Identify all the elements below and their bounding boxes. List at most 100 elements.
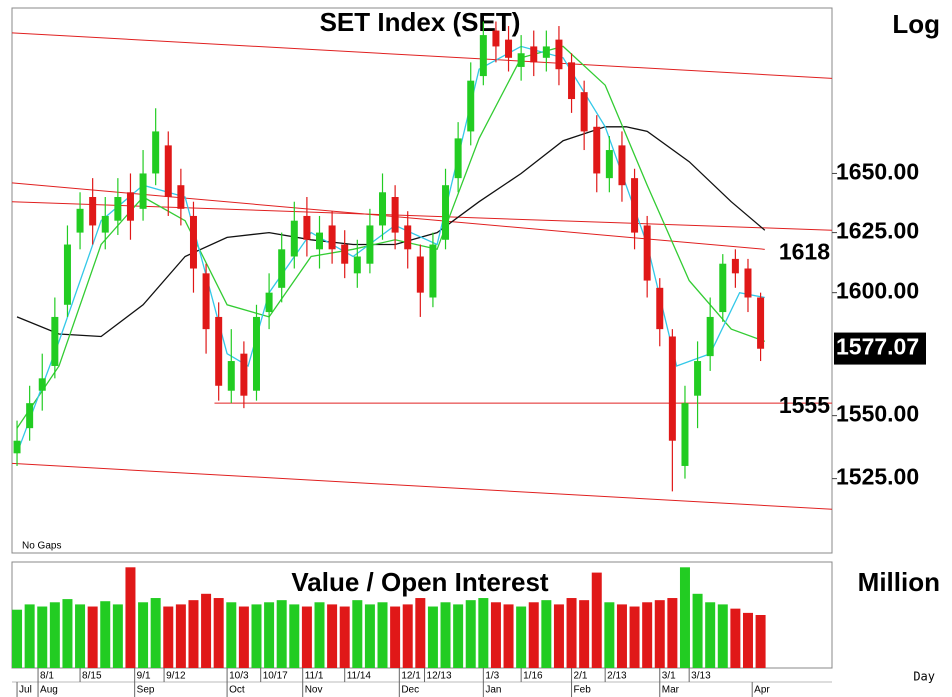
x-tick-label: 11/1 (305, 671, 324, 682)
month-label: Oct (229, 685, 245, 696)
y-tick-label: 1550.00 (836, 401, 919, 427)
volume-bar (112, 604, 123, 668)
volume-bar (276, 600, 287, 668)
y-tick-label: 1600.00 (836, 278, 919, 304)
candle-body (265, 292, 273, 313)
candle-body (668, 336, 676, 441)
candle-body (643, 225, 651, 281)
month-label: Apr (754, 685, 770, 696)
x-tick-label: 12/1 (401, 671, 421, 682)
x-tick-label: 2/13 (607, 671, 627, 682)
candle-body (353, 256, 361, 274)
x-tick-label: 10/17 (263, 671, 288, 682)
volume-bar (616, 604, 627, 668)
candle-body (568, 62, 576, 100)
candle-body (605, 150, 613, 179)
candle-body (719, 263, 727, 313)
candle-body (341, 244, 349, 264)
trend-line (11, 182, 765, 250)
volume-bar (717, 604, 728, 668)
volume-bar (289, 604, 300, 668)
volume-bar (175, 604, 186, 668)
volume-bar (516, 606, 527, 668)
candle-body (505, 39, 513, 58)
volume-bar (37, 606, 48, 668)
volume-bar (755, 615, 766, 668)
month-label: Nov (305, 685, 323, 696)
trend-line (11, 201, 833, 231)
volume-bar (679, 567, 690, 668)
scale-label: Log (892, 9, 940, 39)
y-tick-label: 1650.00 (836, 159, 919, 185)
candle-body (656, 287, 664, 330)
x-tick-label: 10/3 (229, 671, 249, 682)
volume-bar (453, 604, 464, 668)
month-label: Feb (574, 685, 592, 696)
candle-body (379, 192, 387, 226)
month-label: Sep (137, 685, 155, 696)
volume-bar (301, 606, 312, 668)
volume-bar (390, 606, 401, 668)
volume-bar (163, 606, 174, 668)
candle-body (454, 138, 462, 179)
volume-bar (327, 604, 338, 668)
x-tick-label: 12/13 (427, 671, 452, 682)
candle-body (404, 225, 412, 250)
candle-body (731, 258, 739, 274)
candle-body (89, 196, 97, 226)
candle-body (467, 80, 475, 132)
candle-body (101, 215, 109, 233)
candle-body (328, 225, 336, 250)
x-tick-label: 1/3 (485, 671, 499, 682)
candle-body (706, 316, 714, 357)
volume-bar (75, 604, 86, 668)
volume-bar (12, 609, 23, 668)
candle-body (63, 244, 71, 305)
candle-body (177, 185, 185, 209)
candle-body (51, 316, 59, 366)
candle-body (593, 126, 601, 174)
x-tick-label: 8/1 (40, 671, 54, 682)
volume-bar (730, 608, 741, 668)
volume-bar (87, 606, 98, 668)
candle-body (139, 173, 147, 209)
volume-bar (579, 600, 590, 668)
volume-title: Value / Open Interest (291, 567, 549, 597)
month-label: Dec (401, 685, 419, 696)
volume-bar (62, 599, 73, 668)
candle-body (152, 131, 160, 174)
candle-body (416, 256, 424, 293)
level-label: 1618 (779, 238, 830, 264)
candle-body (240, 353, 248, 396)
volume-bar (742, 612, 753, 668)
candle-body (681, 403, 689, 466)
candle-body (126, 192, 134, 221)
candle-body (580, 92, 588, 132)
volume-bar (478, 598, 489, 668)
x-tick-label: 8/15 (82, 671, 102, 682)
month-label: Aug (40, 685, 58, 696)
y-tick-label: 1525.00 (836, 464, 919, 490)
volume-unit: Million (858, 567, 940, 597)
volume-bar (402, 604, 413, 668)
volume-bar (490, 602, 501, 668)
volume-bar (528, 602, 539, 668)
candle-body (13, 440, 21, 454)
moving-average (16, 126, 766, 338)
level-label: 1555 (779, 392, 830, 418)
volume-bar (264, 602, 275, 668)
candle-body (542, 46, 550, 58)
candle-body (252, 316, 260, 391)
volume-bar (364, 604, 375, 668)
candle-body (618, 145, 626, 186)
candle-body (114, 196, 122, 221)
candle-body (492, 30, 500, 47)
volume-bar (150, 598, 161, 668)
y-tick-label: 1625.00 (836, 218, 919, 244)
x-tick-label: 2/1 (574, 671, 588, 682)
volume-bar (604, 602, 615, 668)
x-tick-label: 11/14 (347, 671, 372, 682)
last-price-box (834, 332, 926, 365)
candle-body (38, 378, 46, 391)
